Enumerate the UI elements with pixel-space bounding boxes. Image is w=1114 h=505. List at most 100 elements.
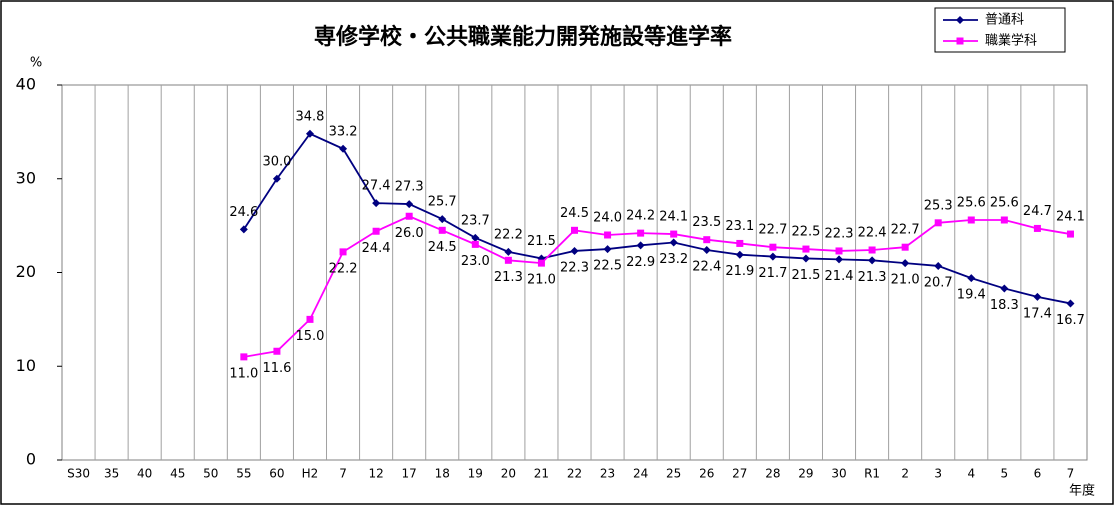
marker [438,226,446,234]
marker [1000,284,1009,293]
data-label: 24.0 [593,211,622,226]
marker [901,259,910,268]
marker [769,243,777,251]
series-line [243,132,1071,305]
data-label: 21.0 [527,273,556,288]
legend-label: 普通科 [985,13,1024,28]
data-label: 30.0 [262,154,291,169]
marker [735,250,744,259]
data-label: 22.2 [329,261,358,276]
x-tick-label: 24 [633,467,648,481]
marker [372,199,381,208]
y-tick-label: 0 [26,450,36,469]
x-tick-label: 21 [534,467,549,481]
data-label: 11.6 [262,361,291,376]
marker [901,243,909,251]
x-tick-label: 40 [137,467,152,481]
marker [339,144,348,153]
marker [1033,224,1041,232]
marker [736,239,744,247]
marker [305,129,314,138]
data-label: 34.8 [296,109,325,124]
data-label: 22.5 [791,225,820,240]
series-line [243,215,1071,358]
legend-label: 職業学科 [985,33,1037,49]
data-label: 23.0 [461,254,490,269]
data-label: 21.5 [527,234,556,249]
data-label: 27.4 [362,179,391,194]
data-label: 21.9 [725,264,754,279]
marker [835,255,844,264]
marker [239,225,248,234]
data-label: 17.4 [1023,306,1052,321]
x-unit: 年度 [1069,483,1095,499]
marker [504,247,513,256]
marker [570,246,579,255]
x-tick-label: 18 [435,467,450,481]
data-label: 23.5 [692,215,721,230]
x-tick-label: 29 [798,467,813,481]
y-unit: % [30,56,42,71]
data-label: 21.0 [891,273,920,288]
legend [934,7,1066,53]
marker [768,252,777,261]
data-label: 21.3 [494,270,523,285]
data-label: 16.7 [1056,313,1085,328]
data-label: 24.4 [362,241,391,256]
data-label: 24.5 [428,240,457,255]
x-tick-label: 60 [269,467,284,481]
data-label: 25.6 [990,196,1019,211]
x-tick-label: 23 [600,467,615,481]
marker [967,216,975,224]
x-tick-label: R1 [864,467,880,481]
marker [240,353,248,361]
data-label: 23.2 [659,252,688,267]
x-tick-label: 2 [901,467,909,481]
marker [339,248,347,256]
marker [603,245,612,254]
marker [934,261,943,270]
x-tick-label: H2 [302,467,319,481]
data-label: 21.5 [791,268,820,283]
legend-marker [956,37,964,45]
data-label: 22.7 [758,223,787,238]
x-tick-label: 3 [934,467,942,481]
y-tick-label: 40 [16,75,36,94]
marker [868,256,877,265]
data-label: 22.2 [494,227,523,242]
marker [537,259,545,267]
marker [703,236,711,244]
marker [306,315,314,323]
data-label: 22.3 [825,226,854,241]
x-tick-label: S30 [67,467,90,481]
data-label: 25.3 [924,198,953,213]
chart-title: 専修学校・公共職業能力開発施設等進学率 [314,24,732,50]
marker [1000,216,1008,224]
x-tick-label: 19 [468,467,483,481]
data-label: 22.4 [692,260,721,275]
marker [835,247,843,255]
x-tick-label: 20 [501,467,516,481]
marker [571,226,578,234]
x-tick-label: 27 [732,467,747,481]
data-label: 22.4 [858,226,887,241]
data-label: 11.0 [229,366,258,381]
marker [273,347,281,355]
marker [934,219,942,227]
marker [604,231,612,239]
marker [1066,299,1075,308]
marker [405,212,413,220]
data-label: 25.6 [957,196,986,211]
x-tick-label: 7 [339,467,347,481]
x-tick-label: 28 [765,467,780,481]
x-tick-label: 4 [967,467,975,481]
marker [471,233,480,242]
data-label: 26.0 [395,226,424,241]
marker [669,238,678,247]
marker [637,229,645,237]
data-label: 19.4 [957,288,986,303]
data-label: 24.5 [560,206,589,221]
marker [636,241,645,250]
data-label: 21.4 [825,269,854,284]
